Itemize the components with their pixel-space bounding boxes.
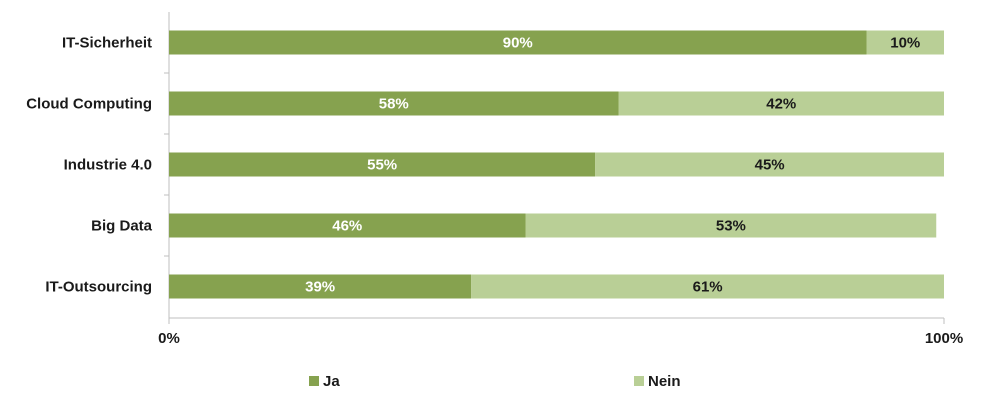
data-label-ja-industrie-4-0: 55% [367,157,397,174]
bar-nein-it-sicherheit [866,30,944,55]
data-label-ja-it-outsourcing: 39% [305,279,335,296]
category-label-big-data: Big Data [91,218,153,235]
bar-nein-big-data [525,213,937,238]
category-label-it-outsourcing: IT-Outsourcing [45,279,152,296]
category-label-industrie-4-0: Industrie 4.0 [64,157,152,174]
bar-ja-cloud-computing [169,91,619,116]
x-tick-label-max: 100% [925,330,963,347]
data-label-ja-cloud-computing: 58% [379,96,409,113]
data-label-ja-it-sicherheit: 90% [503,35,533,52]
data-label-nein-cloud-computing: 42% [766,96,796,113]
bar-nein-it-outsourcing [471,274,944,299]
bar-ja-it-sicherheit [169,30,867,55]
bar-ja-it-outsourcing [169,274,472,299]
legend-label-nein: Nein [648,373,681,390]
data-label-nein-industrie-4-0: 45% [755,157,785,174]
bar-nein-industrie-4-0 [595,152,944,177]
legend-swatch-ja [309,376,319,386]
category-label-cloud-computing: Cloud Computing [26,96,152,113]
legend: Ja Nein [309,373,681,390]
bar-ja-industrie-4-0 [169,152,596,177]
legend-label-ja: Ja [323,373,340,390]
legend-swatch-nein [634,376,644,386]
data-label-nein-big-data: 53% [716,218,746,235]
bar-nein-cloud-computing [618,91,944,116]
bar-ja-big-data [169,213,526,238]
data-label-nein-it-outsourcing: 61% [693,279,723,296]
axis-layer: 0% 100% [158,12,963,347]
x-tick-label-min: 0% [158,330,180,347]
bars-layer: IT-Sicherheit 90% 10% Cloud Computing 58% 42%… [26,30,944,299]
data-label-nein-it-sicherheit: 10% [890,35,920,52]
category-label-it-sicherheit: IT-Sicherheit [62,35,152,52]
data-label-ja-big-data: 46% [332,218,362,235]
